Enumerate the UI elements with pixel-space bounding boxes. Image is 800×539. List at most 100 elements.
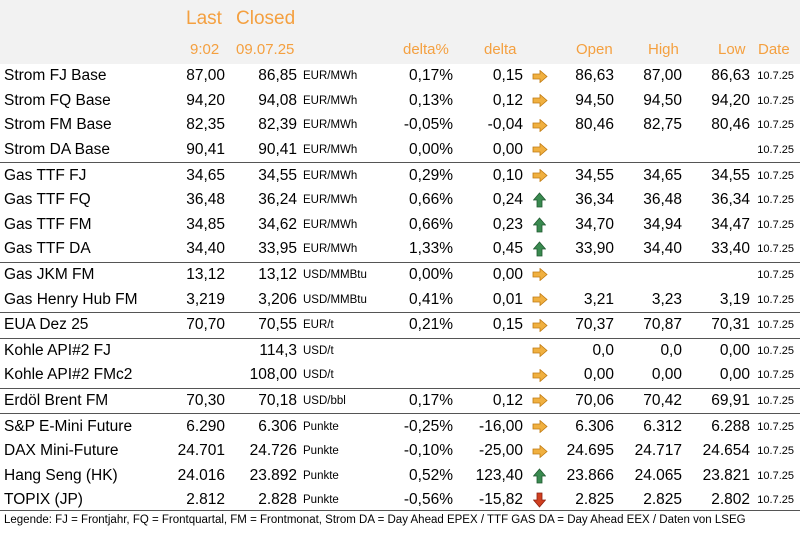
- row-delta: 0,15: [492, 67, 523, 85]
- row-high: 34,65: [616, 162, 684, 188]
- row-delta-pct: 0,52%: [409, 466, 453, 484]
- row-last: 34,85: [186, 215, 225, 233]
- row-name: Erdöl Brent FM: [0, 387, 168, 414]
- row-date: 10.7.25: [757, 469, 794, 482]
- table-row: Gas TTF FQ 36,48 36,24 EUR/MWh 0,66% 0,24 36,3…: [0, 188, 800, 213]
- row-last: 2.812: [186, 491, 225, 509]
- row-last: 87,00: [186, 67, 225, 85]
- row-name: Hang Seng (HK): [4, 466, 118, 484]
- row-delta-pct: -0,10%: [403, 442, 453, 460]
- row-high: 82,75: [643, 116, 682, 134]
- row-high: 0,0: [616, 337, 684, 364]
- row-low: [684, 138, 752, 163]
- row-open: 34,55: [554, 162, 616, 188]
- row-open: 34,70: [575, 215, 614, 233]
- row-unit: USD/MMBtu: [299, 261, 386, 288]
- row-date: 10.7.25: [757, 293, 794, 306]
- arrow-right-icon: [525, 337, 554, 364]
- arrow-right-icon: [525, 138, 554, 163]
- row-name: Kohle API#2 FMc2: [4, 366, 133, 384]
- row-closed: 23.892: [249, 466, 297, 484]
- row-delta: 0,12: [455, 387, 525, 414]
- table-row: Gas Henry Hub FM 3,219 3,206 USD/MMBtu 0,41%…: [0, 287, 800, 312]
- row-last: 34,65: [168, 162, 227, 188]
- row-delta: 0,12: [492, 91, 523, 109]
- row-unit: EUR/t: [299, 311, 386, 339]
- row-delta-pct: -0,25%: [386, 413, 455, 439]
- row-high: 87,00: [643, 67, 682, 85]
- row-delta: 0,23: [492, 215, 523, 233]
- row-date: 10.7.25: [752, 311, 800, 339]
- row-unit: EUR/MWh: [299, 162, 386, 188]
- row-low: 80,46: [711, 116, 750, 134]
- row-high: 70,42: [616, 387, 684, 414]
- row-unit: Punkte: [303, 469, 339, 482]
- row-delta-pct: 0,00%: [386, 261, 455, 288]
- row-delta: 123,40: [475, 466, 523, 484]
- row-delta: [455, 337, 525, 364]
- row-closed: 6.306: [227, 413, 299, 439]
- arrow-down-icon: [525, 488, 554, 513]
- table-row: Gas TTF DA 34,40 33,95 EUR/MWh 1,33% 0,45 33,9…: [0, 237, 800, 262]
- row-high: 3,23: [651, 290, 682, 308]
- row-delta-pct: -0,05%: [403, 116, 453, 134]
- header-open: Open: [576, 41, 613, 58]
- row-closed: 82,39: [258, 116, 297, 134]
- arrow-right-icon: [525, 261, 554, 288]
- row-high: 24.065: [634, 466, 682, 484]
- row-date: 10.7.25: [752, 387, 800, 414]
- row-unit: EUR/MWh: [303, 119, 358, 132]
- row-open: 3,21: [583, 290, 614, 308]
- row-closed: 34,62: [258, 215, 297, 233]
- row-date: 10.7.25: [757, 494, 794, 507]
- row-delta-pct: 0,13%: [409, 91, 453, 109]
- table-row: Kohle API#2 FMc2 108,00 USD/t 0,00 0,00 0,00 1…: [0, 363, 800, 388]
- row-last: 82,35: [186, 116, 225, 134]
- table-row: Gas TTF FM 34,85 34,62 EUR/MWh 0,66% 0,23 34,7…: [0, 213, 800, 238]
- row-name: DAX Mini-Future: [4, 442, 119, 460]
- row-low: 6.288: [684, 413, 752, 439]
- row-open: [554, 261, 616, 288]
- arrow-right-icon: [525, 113, 554, 138]
- row-closed: 13,12: [227, 261, 299, 288]
- row-date: 10.7.25: [757, 218, 794, 231]
- header-date: Date: [758, 41, 790, 58]
- table-row: Hang Seng (HK) 24.016 23.892 Punkte 0,52% 123…: [0, 464, 800, 489]
- row-closed: 2.828: [258, 491, 297, 509]
- row-name: Gas TTF FM: [4, 215, 92, 233]
- row-name: EUA Dez 25: [0, 311, 168, 339]
- row-delta: 0,10: [455, 162, 525, 188]
- row-delta-pct: 0,66%: [409, 191, 453, 209]
- row-date: 10.7.25: [752, 413, 800, 439]
- header-closed: Closed: [236, 8, 296, 29]
- row-last: 6.290: [168, 413, 227, 439]
- row-delta-pct: [386, 363, 455, 388]
- arrow-right-icon: [525, 287, 554, 312]
- row-name: S&P E-Mini Future: [0, 413, 168, 439]
- table-row: Erdöl Brent FM 70,30 70,18 USD/bbl 0,17% 0,12…: [0, 387, 800, 414]
- arrow-right-icon: [525, 311, 554, 339]
- row-name: Strom FQ Base: [4, 91, 111, 109]
- row-name: Gas JKM FM: [0, 261, 168, 288]
- row-closed: 3,206: [258, 290, 297, 308]
- table-bottom-border: [0, 510, 800, 511]
- arrow-right-icon: [525, 162, 554, 188]
- row-name: Kohle API#2 FJ: [0, 337, 168, 364]
- row-open: 2.825: [575, 491, 614, 509]
- row-high: 94,50: [643, 91, 682, 109]
- table-row: S&P E-Mini Future 6.290 6.306 Punkte -0,25% -…: [0, 413, 800, 439]
- row-last: 36,48: [186, 191, 225, 209]
- row-last: [168, 363, 227, 388]
- row-name: Strom DA Base: [4, 141, 110, 159]
- header-delta-pct: delta%: [403, 41, 449, 58]
- arrow-up-icon: [525, 237, 554, 262]
- table-row: Strom FM Base 82,35 82,39 EUR/MWh -0,05% -0,0…: [0, 113, 800, 138]
- row-name: Gas TTF DA: [4, 240, 91, 258]
- row-low: 69,91: [684, 387, 752, 414]
- row-low: 70,31: [684, 311, 752, 339]
- quotes-table: Strom FJ Base 87,00 86,85 EUR/MWh 0,17% 0,15 8…: [0, 64, 800, 513]
- row-high: 6.312: [616, 413, 684, 439]
- row-unit: EUR/MWh: [303, 144, 358, 157]
- row-last: 24.701: [177, 442, 225, 460]
